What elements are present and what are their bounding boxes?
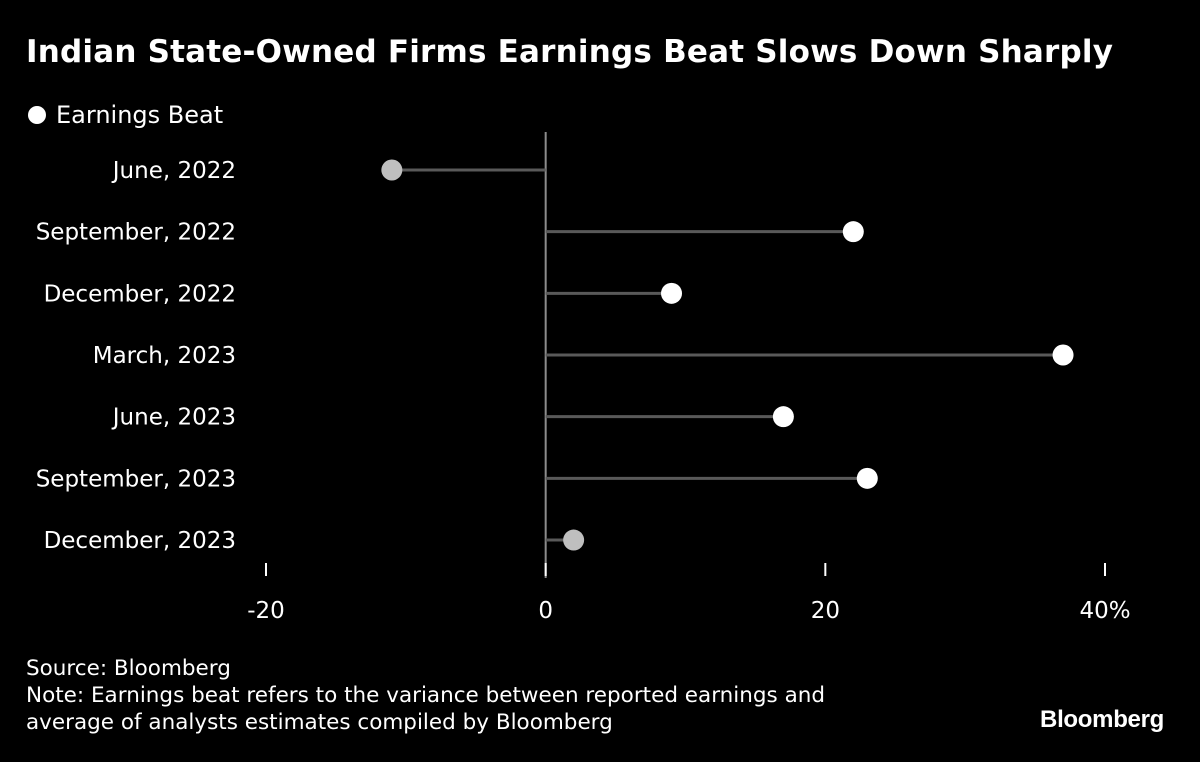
- chart-title: Indian State-Owned Firms Earnings Beat S…: [26, 34, 1114, 70]
- lollipop-dot: [563, 529, 585, 551]
- category-label: June, 2022: [111, 158, 236, 184]
- x-tick-label: 0: [538, 598, 553, 624]
- lollipop-dot: [772, 406, 794, 428]
- category-label: December, 2023: [44, 528, 236, 554]
- category-label: June, 2023: [111, 405, 236, 431]
- category-label: December, 2022: [44, 281, 236, 307]
- lollipop-dot: [1052, 344, 1074, 366]
- note-text-line-2: average of analysts estimates compiled b…: [26, 710, 613, 735]
- note-text-line-1: Note: Earnings beat refers to the varian…: [26, 683, 826, 708]
- x-tick-label: -20: [247, 598, 285, 624]
- lollipop-dot: [661, 282, 683, 304]
- category-label: March, 2023: [93, 343, 236, 369]
- lollipop-chart: -20 0 20 40% June, 2022 September, 2022 Decemb…: [36, 132, 1131, 624]
- legend: Earnings Beat: [28, 100, 223, 130]
- lollipop-dot: [381, 159, 403, 181]
- source-text: Source: Bloomberg: [26, 656, 231, 681]
- x-tick-label: 20: [811, 598, 840, 624]
- lollipop-dot: [842, 221, 864, 243]
- bloomberg-logo: Bloomberg: [1040, 706, 1164, 733]
- legend-label: Earnings Beat: [56, 101, 224, 129]
- legend-dot-icon: [28, 106, 46, 124]
- category-label: September, 2022: [36, 220, 236, 246]
- x-tick-label: 40%: [1079, 598, 1130, 624]
- lollipop-dot: [856, 467, 878, 489]
- category-label: September, 2023: [36, 466, 236, 492]
- footer: Source: Bloomberg Note: Earnings beat re…: [26, 655, 825, 736]
